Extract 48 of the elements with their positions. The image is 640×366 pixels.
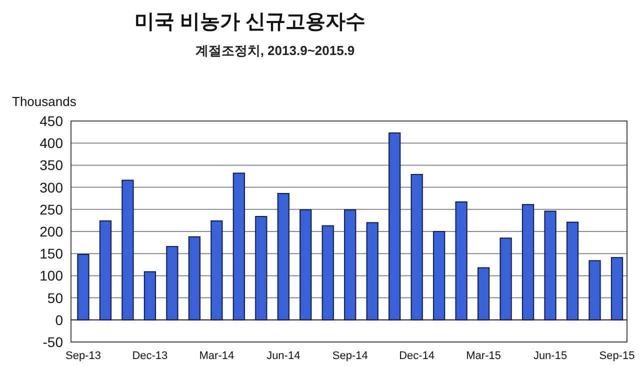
bar <box>99 220 112 320</box>
y-tick-label: 450 <box>40 113 64 129</box>
x-tick-label: Sep-15 <box>599 350 635 362</box>
y-tick-label: 300 <box>40 179 64 196</box>
x-tick-label: Sep-13 <box>65 350 101 362</box>
chart-subtitle: 계절조정치, 2013.9~2015.9 <box>195 43 355 58</box>
bar <box>255 216 268 320</box>
bar <box>588 260 601 320</box>
y-tick-label: 100 <box>40 268 64 284</box>
x-tick-label: Jun-15 <box>533 350 568 362</box>
y-tick-label: 50 <box>47 290 64 306</box>
y-tick-label: 350 <box>40 157 64 174</box>
x-tick-label: Dec-14 <box>399 350 435 362</box>
y-tick-label: 400 <box>40 135 64 152</box>
y-tick-label: 250 <box>40 201 64 218</box>
bar <box>322 225 334 320</box>
bar <box>232 172 245 320</box>
y-tick-label: 150 <box>40 246 64 262</box>
y-axis-title: Thousands <box>12 94 77 109</box>
bar <box>166 246 178 320</box>
bar <box>410 174 423 320</box>
x-tick-label: Mar-15 <box>466 350 501 362</box>
bar <box>344 209 356 320</box>
x-tick-label: Sep-14 <box>332 350 368 362</box>
bar <box>522 204 534 320</box>
bar <box>366 222 378 320</box>
x-tick-label: Mar-14 <box>199 350 234 362</box>
bar <box>188 236 200 320</box>
bar <box>277 192 290 320</box>
y-tick-label: 200 <box>40 224 64 240</box>
bar <box>610 257 624 320</box>
bar <box>210 220 223 320</box>
bar <box>433 231 446 320</box>
bar <box>77 254 90 320</box>
bar <box>122 180 134 320</box>
x-tick-label: Jun-14 <box>266 350 300 362</box>
x-tick-label: Dec-13 <box>132 350 168 362</box>
y-tick-label: 0 <box>55 312 64 328</box>
bar <box>388 132 401 320</box>
y-tick-label: -50 <box>42 334 64 350</box>
bar <box>477 267 490 320</box>
bar <box>300 209 312 320</box>
bar <box>566 222 579 320</box>
bar <box>544 210 556 320</box>
bar <box>455 201 468 320</box>
bar <box>500 238 512 320</box>
chart-title: 미국 비농가 신규고용자수 <box>134 11 366 33</box>
bar <box>144 271 156 320</box>
